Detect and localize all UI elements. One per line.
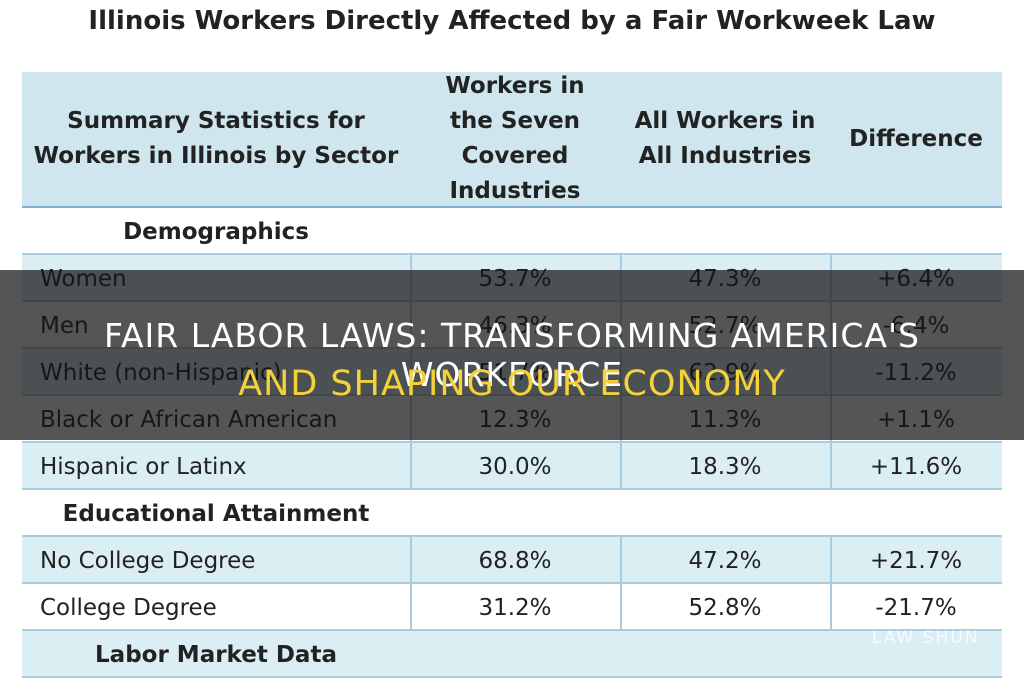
cell: +11.6% — [869, 453, 963, 480]
cell: 30.0% — [478, 453, 552, 480]
cell: No College Degree — [40, 547, 256, 574]
column-divider — [830, 584, 832, 631]
column-divider — [620, 443, 622, 490]
section-heading: Demographics — [123, 218, 309, 245]
data-row: Hispanic or Latinx 30.0% 18.3% +11.6% — [22, 443, 1002, 490]
data-row: College Degree 31.2% 52.8% -21.7% — [22, 584, 1002, 631]
column-divider — [410, 584, 412, 631]
cell: 18.3% — [688, 453, 762, 480]
column-divider — [830, 443, 832, 490]
section-heading: Labor Market Data — [95, 641, 337, 668]
cell: 31.2% — [478, 594, 552, 621]
section-heading: Educational Attainment — [62, 500, 370, 527]
banner-line2: AND SHAPING OUR ECONOMY — [238, 364, 786, 404]
header-cell: Difference — [830, 72, 1002, 206]
cell: +21.7% — [869, 547, 963, 574]
header-rule — [22, 205, 1002, 208]
column-divider — [410, 443, 412, 490]
column-divider — [620, 537, 622, 584]
column-divider — [830, 537, 832, 584]
banner — [0, 270, 1024, 440]
cell: 68.8% — [478, 547, 552, 574]
header-cell: All Workers in All Industries — [620, 72, 830, 206]
section-row: Educational Attainment — [22, 490, 1002, 537]
section-row: Labor Market Data — [22, 631, 1002, 678]
cell: 52.8% — [688, 594, 762, 621]
column-divider — [620, 584, 622, 631]
cell: Hispanic or Latinx — [40, 453, 247, 480]
header-cell: Summary Statistics for Workers in Illino… — [22, 72, 410, 206]
data-row: No College Degree 68.8% 47.2% +21.7% — [22, 537, 1002, 584]
title: Illinois Workers Directly Affected by a … — [88, 6, 936, 36]
banner-line1: FAIR LABOR LAWS: TRANSFORMING AMERICA'S … — [104, 316, 920, 394]
cell: -21.7% — [875, 594, 957, 621]
watermark: LAW SHUN — [872, 628, 980, 648]
cell: College Degree — [40, 594, 217, 621]
section-row: Demographics — [22, 208, 1002, 255]
cell: 47.2% — [688, 547, 762, 574]
header-cell: Workers in the Seven Covered Industries — [410, 72, 620, 206]
column-divider — [410, 537, 412, 584]
